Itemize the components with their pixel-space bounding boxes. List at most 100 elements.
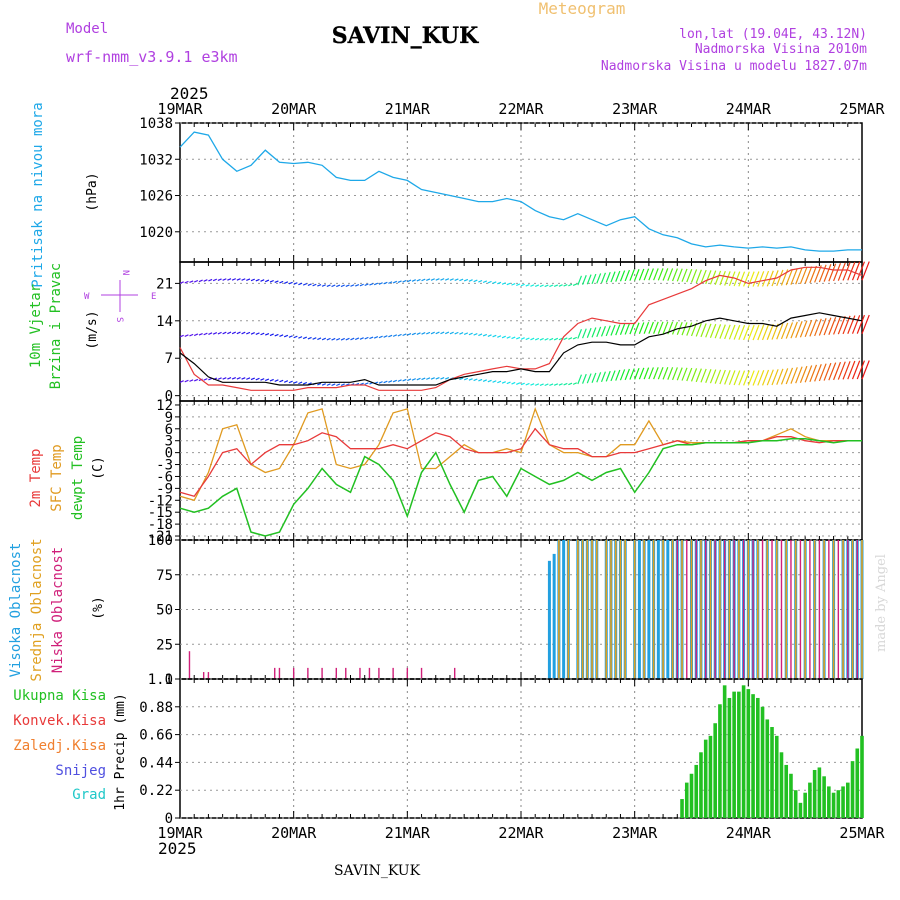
precip-bar bbox=[727, 697, 732, 818]
y-tick-label: 0.88 bbox=[139, 700, 173, 716]
wind-barb bbox=[705, 369, 712, 383]
y-tick-label: 1020 bbox=[139, 225, 173, 241]
wind-barb bbox=[454, 331, 459, 335]
wind-barb bbox=[511, 336, 516, 340]
wind-barb bbox=[492, 380, 497, 383]
low-cloud-bar bbox=[799, 540, 802, 679]
wind-barb bbox=[426, 278, 431, 282]
wind-barb bbox=[766, 369, 774, 386]
cloud-mid-label: Srednja Oblacnost bbox=[29, 538, 45, 681]
wind-barb bbox=[274, 280, 279, 284]
precip-bar bbox=[798, 802, 803, 818]
wind-barb bbox=[397, 379, 402, 382]
precip-bar bbox=[770, 727, 774, 818]
wind-barb bbox=[823, 264, 832, 282]
wind-barb bbox=[402, 378, 407, 382]
wind-barb bbox=[265, 378, 270, 382]
wind-barb bbox=[193, 378, 199, 382]
wind-barb bbox=[397, 333, 402, 337]
wind-barb bbox=[416, 332, 421, 335]
wind-barb bbox=[236, 331, 241, 335]
mid-cloud-bar bbox=[633, 540, 636, 679]
wind-barb bbox=[695, 322, 702, 337]
wind-barb bbox=[369, 283, 374, 286]
wind-barb bbox=[657, 268, 664, 281]
precip-bar bbox=[803, 792, 807, 818]
wind-barb bbox=[246, 278, 251, 282]
wind-barb bbox=[833, 316, 842, 335]
wind-barb bbox=[440, 278, 445, 281]
wind-barb bbox=[331, 337, 336, 341]
wind-barb bbox=[690, 368, 698, 382]
wind-barb bbox=[203, 332, 208, 336]
wind-barb bbox=[752, 324, 760, 341]
wind-barb bbox=[657, 367, 664, 380]
wind-barb bbox=[217, 278, 222, 282]
y-tick-label: 0 bbox=[165, 811, 173, 827]
lonlat-label: lon,lat (19.04E, 43.12N) bbox=[679, 27, 867, 42]
mid-cloud-bar bbox=[605, 540, 608, 679]
wind-barb bbox=[378, 381, 383, 384]
wind-barb bbox=[530, 383, 535, 386]
precip-bar bbox=[699, 752, 703, 818]
wind-barb bbox=[861, 314, 870, 334]
wind-barb bbox=[629, 368, 635, 380]
low-cloud-bar bbox=[856, 540, 858, 679]
wind-barb bbox=[563, 283, 568, 287]
wind-barb bbox=[227, 278, 232, 281]
wind-barb bbox=[818, 318, 827, 336]
wind-barb bbox=[193, 279, 199, 283]
wind-barb bbox=[241, 278, 246, 281]
year-bottom: 2025 bbox=[158, 839, 197, 858]
wind-barb bbox=[411, 332, 416, 336]
low-cloud-bar bbox=[406, 667, 409, 679]
wind-barb bbox=[430, 278, 435, 281]
high-cloud-bar bbox=[547, 560, 551, 679]
wind-barb bbox=[260, 332, 265, 336]
low-cloud-bar bbox=[292, 667, 295, 679]
precip-bar bbox=[718, 704, 722, 818]
low-cloud-bar bbox=[335, 667, 337, 679]
wind-barb bbox=[804, 365, 813, 383]
mid-cloud-bar bbox=[804, 540, 806, 679]
wind-barb bbox=[624, 368, 630, 381]
wind-barb bbox=[421, 377, 426, 381]
precip-bar bbox=[694, 764, 699, 818]
mid-cloud-bar bbox=[709, 540, 712, 679]
wind-barb bbox=[695, 269, 702, 284]
wind-barb bbox=[539, 284, 544, 288]
wind-barb bbox=[643, 268, 650, 281]
precip-bar bbox=[812, 769, 817, 818]
wind-barb bbox=[426, 331, 431, 335]
wind-barb bbox=[478, 378, 483, 382]
wind-barb bbox=[638, 322, 645, 334]
wind-subtitle: Brzina i Pravac bbox=[48, 263, 64, 389]
wind-barb bbox=[780, 368, 789, 385]
wind-barb bbox=[823, 317, 832, 336]
wind-barb bbox=[402, 333, 407, 337]
wind-barb bbox=[468, 279, 473, 282]
wind-barb bbox=[549, 284, 554, 288]
wind-barb bbox=[520, 283, 525, 287]
wind-barb bbox=[435, 377, 440, 380]
wind-barb bbox=[837, 262, 846, 281]
wind-barb bbox=[184, 334, 189, 337]
top-date-label: 24MAR bbox=[726, 100, 772, 118]
wind-barb bbox=[302, 283, 308, 286]
wind-barb bbox=[326, 337, 331, 341]
temperature-panel: 2m Temp SFC Temp dewpt Temp (C) 129630-3… bbox=[28, 398, 863, 545]
wind-barb bbox=[407, 378, 412, 382]
wind-barb bbox=[719, 324, 726, 339]
wind-barb bbox=[340, 337, 345, 341]
wind-barb bbox=[634, 367, 640, 380]
wind-barb bbox=[842, 262, 851, 281]
wind-barb bbox=[596, 273, 602, 284]
wind-barb bbox=[265, 333, 270, 336]
wind-barb bbox=[212, 278, 218, 282]
wind-barb bbox=[705, 323, 712, 338]
bottom-date-labels: 19MAR 20MAR 21MAR 22MAR 23MAR 24MAR 25MAR bbox=[157, 824, 885, 842]
precip-bar bbox=[708, 735, 713, 818]
mid-cloud-bar bbox=[610, 540, 612, 679]
wind-barb bbox=[449, 278, 454, 281]
wind-barb bbox=[184, 379, 189, 383]
